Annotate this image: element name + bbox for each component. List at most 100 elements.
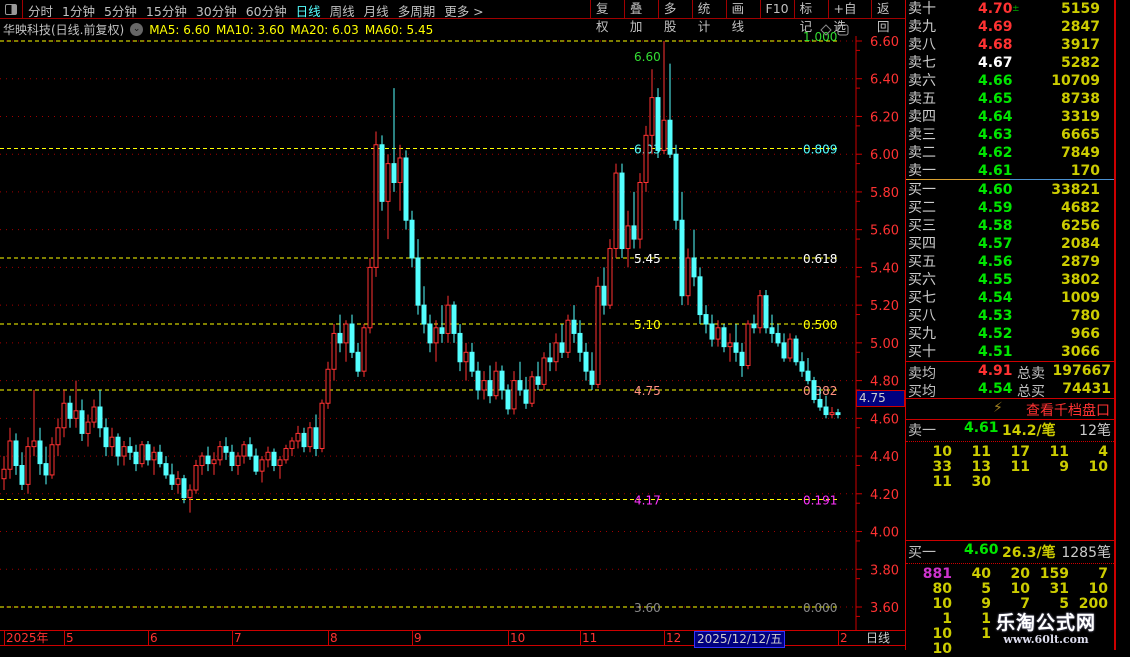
- tool-button[interactable]: 统计: [691, 0, 726, 34]
- bid-row[interactable]: 买四 4.57 2084: [906, 235, 1114, 253]
- period-tab[interactable]: 60分钟: [245, 4, 287, 19]
- level-label: 买五: [908, 254, 936, 270]
- period-tab[interactable]: 周线: [329, 4, 355, 19]
- ask-row[interactable]: 卖七 4.67 5282: [906, 54, 1114, 72]
- queue-volume: 1: [942, 611, 952, 627]
- ask-row[interactable]: 卖二 4.62 7849: [906, 144, 1114, 162]
- queue-volume: 13: [971, 459, 991, 475]
- bid-row[interactable]: 买六 4.55 3802: [906, 271, 1114, 289]
- candle-body: [409, 219, 415, 259]
- level-price: 4.70: [978, 1, 1013, 17]
- level-volume: 3319: [1061, 109, 1100, 125]
- tool-button[interactable]: 返回: [871, 0, 905, 34]
- tool-button[interactable]: 标记: [793, 0, 828, 34]
- period-tab[interactable]: 30分钟: [195, 4, 237, 19]
- level-label: 卖九: [908, 19, 936, 35]
- candle-body: [775, 332, 781, 344]
- candle-body: [661, 119, 667, 151]
- panel-icon[interactable]: [837, 24, 849, 36]
- tool-button[interactable]: 画线: [725, 0, 760, 34]
- queue-volume: 10: [932, 626, 952, 642]
- bid-row[interactable]: 买五 4.56 2879: [906, 253, 1114, 271]
- ask-row[interactable]: 卖一 4.61 170: [906, 162, 1114, 180]
- candle-body: [193, 465, 199, 491]
- ask-row[interactable]: 卖五 4.65 8738: [906, 90, 1114, 108]
- ma5-value: MA5: 6.60: [149, 22, 210, 37]
- candle-body: [601, 285, 607, 306]
- level-volume: 3802: [1061, 272, 1100, 288]
- date-tick-label: 11: [580, 631, 598, 646]
- panel-toggle-icon[interactable]: [0, 0, 23, 19]
- candle-body: [1, 468, 7, 480]
- candle-body: [679, 219, 685, 297]
- tool-button[interactable]: 叠加: [623, 0, 658, 34]
- bid-row[interactable]: 买一 4.60 33821: [906, 181, 1114, 199]
- level-label: 买二: [908, 200, 936, 216]
- level-volume: 8738: [1061, 91, 1100, 107]
- candle-body: [511, 380, 517, 410]
- candle-body: [721, 327, 727, 348]
- level-price: 4.53: [978, 308, 1013, 324]
- level-price: 4.61: [978, 163, 1013, 179]
- level-label: 卖二: [908, 145, 936, 161]
- depth-link[interactable]: 查看千档盘口: [1026, 403, 1110, 419]
- chevron-down-icon[interactable]: ⌄: [130, 23, 144, 36]
- queue-count: 1285笔: [1061, 545, 1111, 561]
- candle-body: [805, 370, 811, 382]
- level-change-icon: ±: [1012, 4, 1020, 14]
- toolbar: 分时 1分钟 5分钟 15分钟 30分钟 60分钟 日线 周线 月线 多周期 更多 > 复权 叠加 多股…: [0, 0, 905, 34]
- bid-row[interactable]: 买二 4.59 4682: [906, 199, 1114, 217]
- queue-avg: 26.3/笔: [1002, 545, 1056, 561]
- bid-row[interactable]: 买七 4.54 1009: [906, 289, 1114, 307]
- candle-body: [223, 446, 229, 453]
- level-volume: 2847: [1061, 19, 1100, 35]
- candle-body: [235, 455, 241, 467]
- ask-row[interactable]: 卖六 4.66 10709: [906, 72, 1114, 90]
- price-tick-label: 6.60: [870, 35, 899, 50]
- level-price: 4.55: [978, 272, 1013, 288]
- bid-row[interactable]: 买九 4.52 966: [906, 325, 1114, 343]
- period-tab[interactable]: 5分钟: [103, 4, 137, 19]
- period-tab[interactable]: 日线: [295, 4, 321, 19]
- candle-body: [781, 342, 787, 359]
- period-tab[interactable]: 多周期: [397, 4, 436, 19]
- candle-body: [169, 474, 175, 485]
- fib-price-label: 5.10: [634, 318, 661, 332]
- ask-row[interactable]: 卖八 4.68 3917: [906, 36, 1114, 54]
- candle-body: [481, 380, 487, 391]
- candle-body: [373, 144, 379, 268]
- price-tick-label: 5.20: [870, 299, 899, 314]
- tool-button[interactable]: 多股: [657, 0, 692, 34]
- bid-row[interactable]: 买十 4.51 3066: [906, 343, 1114, 361]
- level-label: 卖十: [908, 1, 936, 17]
- candle-body: [733, 342, 739, 353]
- period-tab[interactable]: 分时: [28, 4, 54, 19]
- diamond-icon[interactable]: [820, 24, 832, 36]
- period-tab[interactable]: 15分钟: [145, 4, 187, 19]
- tool-button[interactable]: +自选: [827, 0, 872, 34]
- candle-body: [475, 370, 481, 391]
- tool-button[interactable]: F10: [759, 0, 794, 19]
- date-tick-label: 8: [328, 631, 338, 646]
- summary-row: 买均 4.54 总买 74431: [906, 381, 1114, 400]
- period-tab[interactable]: 月线: [363, 4, 389, 19]
- ask-row[interactable]: 卖十 4.70 ±5159: [906, 0, 1114, 18]
- ask-row[interactable]: 卖三 4.63 6665: [906, 126, 1114, 144]
- level-volume: 3066: [1061, 344, 1100, 360]
- candle-body: [379, 144, 385, 202]
- ask-row[interactable]: 卖九 4.69 2847: [906, 18, 1114, 36]
- ask-row[interactable]: 卖四 4.64 3319: [906, 108, 1114, 126]
- bid-row[interactable]: 买八 4.53 780: [906, 307, 1114, 325]
- tool-button[interactable]: 复权: [590, 0, 624, 34]
- candle-body: [589, 370, 595, 385]
- bid-row[interactable]: 买三 4.58 6256: [906, 217, 1114, 235]
- queue-volume: 4: [1098, 444, 1108, 460]
- period-tab[interactable]: 更多 >: [444, 4, 484, 19]
- candlestick-chart[interactable]: 6.60 6.40 6.20 6.00 5.80 5.60 5.40 5.20 5.00 4.80…: [0, 0, 905, 650]
- level-price: 4.60: [978, 182, 1013, 198]
- queue-volume: 10: [932, 444, 952, 460]
- level-label: 卖三: [908, 127, 936, 143]
- period-tab[interactable]: 1分钟: [62, 4, 95, 19]
- candle-body: [13, 440, 19, 466]
- candle-body: [829, 412, 835, 416]
